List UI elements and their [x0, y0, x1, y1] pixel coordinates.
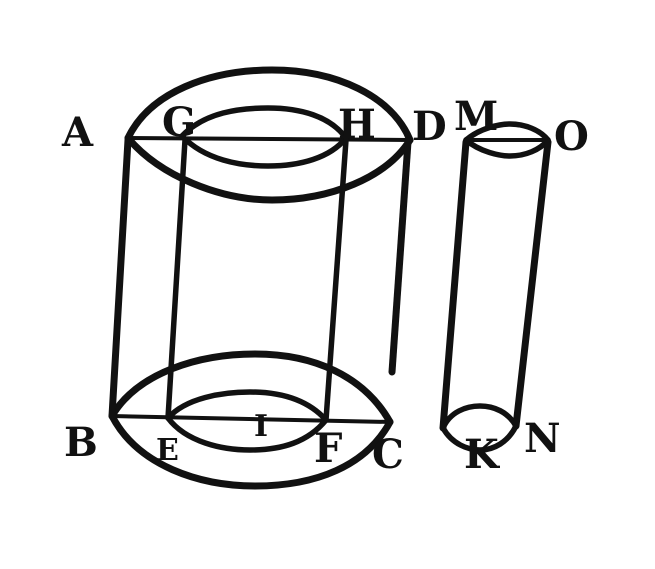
- label-D: D: [412, 103, 447, 150]
- label-E: E: [156, 433, 179, 468]
- label-G: G: [162, 99, 196, 146]
- bottom-outer-arc-lower: [108, 412, 394, 490]
- bottom-outer-arc-upper: [108, 350, 394, 426]
- bottom-diameter-BC: [110, 414, 392, 424]
- label-C: C: [372, 431, 404, 478]
- top-inner-arc-upper: [179, 105, 349, 141]
- small-top-arc-lower: [463, 137, 551, 159]
- small-generator-right: [512, 138, 552, 430]
- top-outer-arc-upper: [124, 66, 414, 144]
- small-cylinder: [439, 121, 552, 453]
- small-bottom-arc-lower: [440, 423, 519, 453]
- small-generator-left: [439, 138, 470, 432]
- bottom-inner-arc-lower: [165, 415, 329, 453]
- small-top-arc-upper: [463, 121, 551, 143]
- label-I: I: [254, 409, 268, 444]
- label-O: O: [554, 113, 589, 160]
- top-diameter-AD: [126, 136, 412, 142]
- generator-AB: [108, 136, 132, 420]
- label-N: N: [524, 415, 561, 462]
- generator-D: [388, 138, 412, 376]
- top-inner-arc-lower: [179, 133, 349, 169]
- label-H: H: [338, 101, 376, 148]
- generator-GE: [165, 137, 188, 421]
- label-F: F: [314, 425, 342, 472]
- bottom-inner-arc-upper: [165, 389, 329, 423]
- label-M: M: [454, 93, 498, 140]
- point-labels: A G H D M O B E I F C K N: [61, 93, 589, 478]
- top-outer-arc-lower: [124, 134, 414, 204]
- label-K: K: [464, 431, 500, 478]
- large-cylinder: [108, 66, 414, 490]
- label-A: A: [61, 109, 94, 156]
- label-B: B: [64, 419, 98, 466]
- small-bottom-arc-upper: [440, 403, 519, 431]
- generator-HF: [323, 137, 349, 423]
